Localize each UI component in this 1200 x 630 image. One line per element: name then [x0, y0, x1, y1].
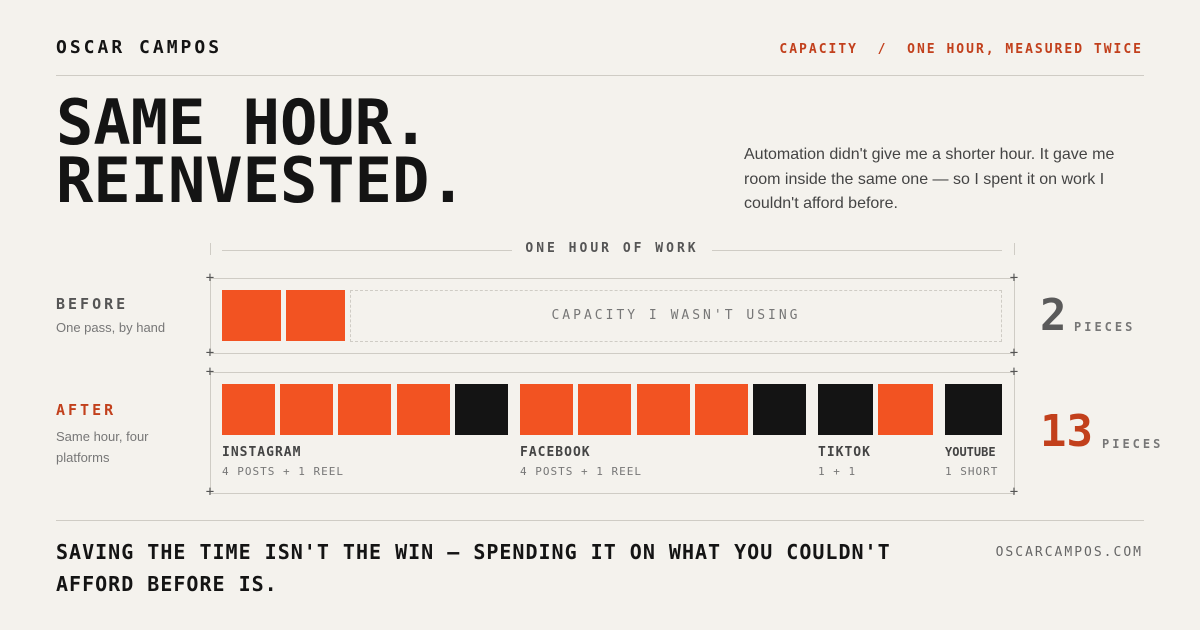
corner: + — [205, 484, 215, 500]
row-sub: One pass, by hand — [56, 320, 166, 335]
corner: + — [205, 364, 215, 380]
axis-line — [222, 250, 512, 251]
platform-detail: 4 POSTS + 1 REEL — [222, 465, 344, 478]
row-label: BEFORE — [56, 295, 129, 313]
rule — [56, 520, 1144, 521]
intro: Automation didn't give me a shorter hour… — [744, 146, 1115, 212]
empty-capacity: CAPACITY I WASN'T USING — [350, 290, 1002, 342]
count: 13 — [1040, 406, 1093, 457]
axis-label: ONE HOUR OF WORK — [525, 241, 699, 256]
quote: SAVING THE TIME ISN'T THE WIN — SPENDING… — [56, 540, 891, 596]
corner: + — [205, 345, 215, 361]
piece — [753, 384, 806, 435]
section: CAPACITY — [779, 42, 859, 57]
platform-detail: 4 POSTS + 1 REEL — [520, 465, 642, 478]
site: OSCARCAMPOS.COM — [995, 545, 1143, 560]
row-frame — [210, 278, 1015, 354]
rule — [56, 75, 1144, 76]
platform-detail: 1 + 1 — [818, 465, 857, 478]
tick — [1014, 243, 1015, 255]
tick — [210, 243, 211, 255]
headline-line: SAME HOUR. — [56, 86, 430, 159]
piece — [280, 384, 333, 435]
axis-line — [712, 250, 1002, 251]
corner: + — [1009, 364, 1019, 380]
corner: + — [1009, 270, 1019, 286]
piece — [520, 384, 573, 435]
piece — [818, 384, 873, 435]
piece — [338, 384, 391, 435]
unit: PIECES — [1074, 320, 1136, 334]
platform: INSTAGRAM — [222, 445, 302, 460]
row-label: AFTER — [56, 401, 117, 419]
headline-line: REINVESTED. — [56, 144, 467, 217]
row-sub: Same hour, four platforms — [56, 429, 149, 465]
piece — [455, 384, 508, 435]
piece — [878, 384, 933, 435]
separator: / — [877, 42, 888, 57]
kicker: CAPACITY / ONE HOUR, MEASURED TWICE — [779, 42, 1143, 57]
platform: TIKTOK — [818, 445, 871, 460]
headline: SAME HOUR. REINVESTED. — [56, 86, 467, 217]
brand: OSCAR CAMPOS — [56, 37, 223, 58]
corner: + — [1009, 345, 1019, 361]
unit: PIECES — [1102, 437, 1164, 451]
piece — [695, 384, 748, 435]
count: 2 — [1040, 290, 1067, 341]
piece — [222, 290, 281, 341]
platform: YOUTUBE — [945, 445, 996, 459]
corner: + — [205, 270, 215, 286]
piece — [222, 384, 275, 435]
platform-detail: 1 SHORT — [945, 465, 999, 478]
subtitle: ONE HOUR, MEASURED TWICE — [907, 42, 1143, 57]
piece — [578, 384, 631, 435]
piece — [945, 384, 1002, 435]
row-frame — [210, 372, 1015, 494]
piece — [286, 290, 345, 341]
piece — [637, 384, 690, 435]
corner: + — [1009, 484, 1019, 500]
piece — [397, 384, 450, 435]
platform: FACEBOOK — [520, 445, 591, 460]
